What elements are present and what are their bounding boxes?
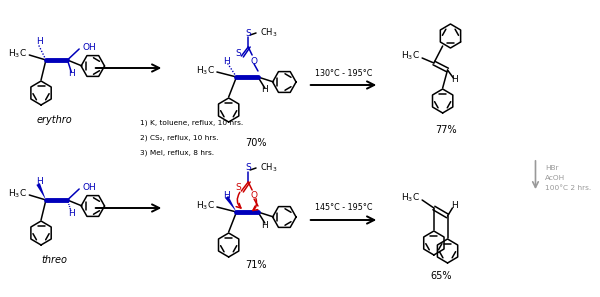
Text: O: O: [251, 56, 257, 66]
Text: S: S: [236, 184, 241, 192]
Text: 71%: 71%: [245, 260, 267, 270]
Text: H$_3$C: H$_3$C: [8, 48, 28, 60]
Text: 3) MeI, reflux, 8 hrs.: 3) MeI, reflux, 8 hrs.: [140, 150, 214, 156]
Text: 70%: 70%: [245, 138, 267, 148]
Text: AcOH: AcOH: [545, 175, 565, 181]
Text: H$_3$C: H$_3$C: [8, 188, 28, 200]
Text: 145°C - 195°C: 145°C - 195°C: [315, 203, 373, 212]
Text: 65%: 65%: [430, 271, 451, 281]
Text: H: H: [451, 201, 458, 211]
Text: H: H: [68, 69, 75, 78]
Text: 1) K, toluene, reflux, 10 hrs.: 1) K, toluene, reflux, 10 hrs.: [140, 120, 243, 126]
Text: threo: threo: [42, 255, 68, 265]
Text: S: S: [245, 164, 251, 173]
Text: S: S: [245, 29, 251, 37]
Text: H: H: [68, 209, 75, 219]
Text: H: H: [262, 220, 268, 230]
Text: H$_3$C: H$_3$C: [401, 50, 420, 62]
Text: H: H: [223, 192, 230, 200]
Text: erythro: erythro: [37, 115, 73, 125]
Text: H$_3$C: H$_3$C: [401, 192, 420, 204]
Text: 100°C 2 hrs.: 100°C 2 hrs.: [545, 185, 592, 191]
Text: H: H: [36, 37, 43, 47]
Text: CH$_3$: CH$_3$: [260, 27, 277, 39]
Polygon shape: [37, 183, 46, 200]
Text: CH$_3$: CH$_3$: [260, 162, 277, 174]
Text: HBr: HBr: [545, 165, 559, 171]
Text: H$_3$C: H$_3$C: [196, 200, 215, 212]
Text: OH: OH: [82, 43, 96, 53]
Text: 77%: 77%: [435, 125, 457, 135]
Text: OH: OH: [82, 184, 96, 192]
Text: H$_3$C: H$_3$C: [196, 65, 215, 77]
Text: 2) CS₂, reflux, 10 hrs.: 2) CS₂, reflux, 10 hrs.: [140, 135, 218, 141]
Text: H: H: [36, 178, 43, 187]
Text: H: H: [451, 75, 458, 83]
Text: 130°C - 195°C: 130°C - 195°C: [315, 69, 373, 78]
Text: O: O: [251, 192, 257, 200]
Text: H: H: [262, 86, 268, 94]
Text: S: S: [236, 48, 241, 58]
Polygon shape: [225, 196, 236, 212]
Text: H: H: [223, 56, 230, 66]
